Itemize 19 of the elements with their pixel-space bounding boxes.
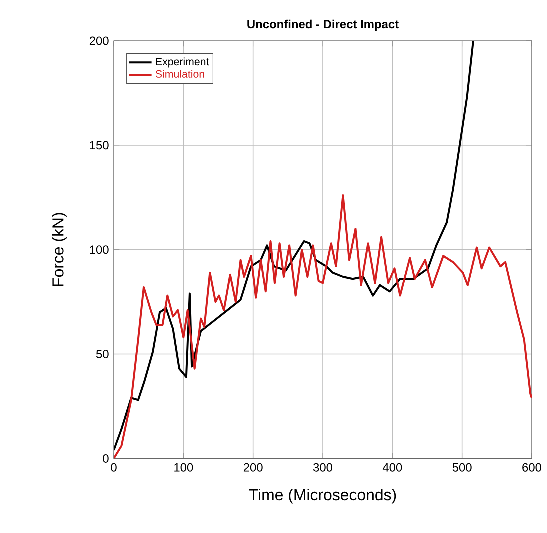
line-series [114,194,532,459]
x-tick-label: 400 [382,463,402,472]
x-tick-label: 0 [111,463,117,472]
y-tick-label: 0 [103,454,109,463]
y-tick-label: 100 [90,246,109,254]
x-tick-label: 100 [174,463,194,472]
legend-label: Experiment [156,58,210,68]
chart-title: Unconfined - Direct Impact [248,20,399,31]
x-tick-label: 300 [313,463,333,472]
legend-label: Simulation [156,70,204,78]
y-tick-label: 200 [90,36,109,46]
y-tick-label: 50 [96,350,109,359]
x-tick-label: 200 [244,463,263,472]
y-axis-title: Force (kN) [52,213,67,286]
line-series [114,41,474,452]
x-axis-title: Time (Microseconds) [249,488,396,504]
x-tick-label: 500 [452,463,472,472]
y-tick-label: 150 [90,141,109,150]
x-tick-label: 600 [522,463,542,472]
